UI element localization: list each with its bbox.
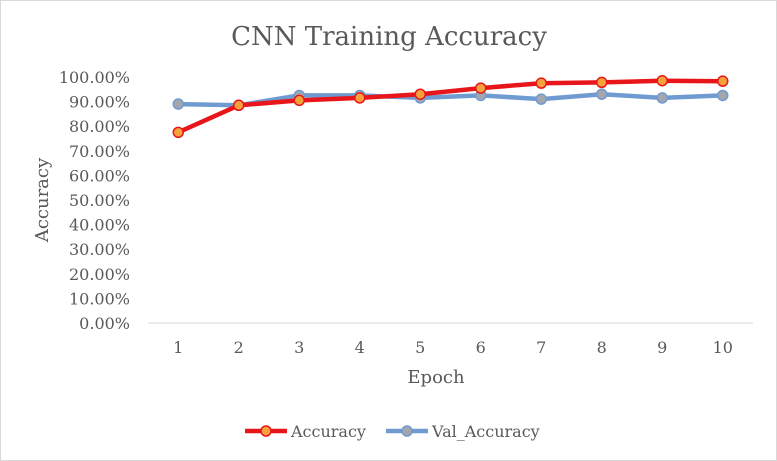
data-point [717,89,729,102]
data-point [233,99,245,112]
y-tick-label: 90.00% [69,93,130,112]
y-tick-label: 0.00% [79,314,130,333]
y-tick-label: 20.00% [69,265,130,284]
data-point [293,94,305,107]
data-point [596,88,608,100]
x-tick-label: 4 [355,338,365,357]
legend-swatch-marker [260,425,272,437]
x-axis-label: Epoch [407,367,465,388]
y-tick-label: 40.00% [69,216,130,235]
legend: Accuracy Val_Accuracy [245,422,540,441]
y-tick-label: 30.00% [69,240,130,259]
x-axis-ticks: 1 2 3 4 5 6 7 8 9 10 [173,338,733,357]
data-point [656,92,668,104]
x-tick-label: 8 [597,338,607,357]
legend-item: Val_Accuracy [386,422,540,441]
data-point [172,98,184,110]
y-tick-label: 70.00% [69,142,130,161]
data-point [535,93,547,105]
data-point [717,75,729,87]
x-tick-label: 1 [173,338,183,357]
y-tick-label: 80.00% [69,117,130,136]
y-axis-ticks: 0.00% 10.00% 20.00% 30.00% 40.00% 50.00% 60.00… [59,68,130,333]
data-point [596,76,608,89]
x-tick-label: 2 [234,338,244,357]
legend-swatch-marker [401,425,413,437]
data-point [656,74,668,87]
data-point [414,88,426,100]
legend-label: Accuracy [290,422,366,441]
x-tick-label: 5 [415,338,425,357]
legend-item: Accuracy [245,422,366,441]
series-accuracy [172,74,729,139]
series-layer [172,74,729,139]
data-point [535,77,547,89]
x-tick-label: 9 [657,338,667,357]
series-line [176,78,726,135]
chart-title: CNN Training Accuracy [231,22,547,52]
x-tick-label: 10 [713,338,733,357]
legend-label: Val_Accuracy [431,422,540,441]
y-tick-label: 100.00% [59,68,130,87]
data-point [354,92,366,104]
data-point [475,82,487,94]
y-tick-label: 10.00% [69,289,130,308]
series-line [176,91,726,108]
x-tick-label: 3 [294,338,304,357]
data-point [172,126,184,139]
y-tick-label: 50.00% [69,191,130,210]
y-axis-label: Accuracy [32,157,53,243]
x-tick-label: 7 [536,338,546,357]
y-tick-label: 60.00% [69,166,130,185]
x-tick-label: 6 [476,338,486,357]
